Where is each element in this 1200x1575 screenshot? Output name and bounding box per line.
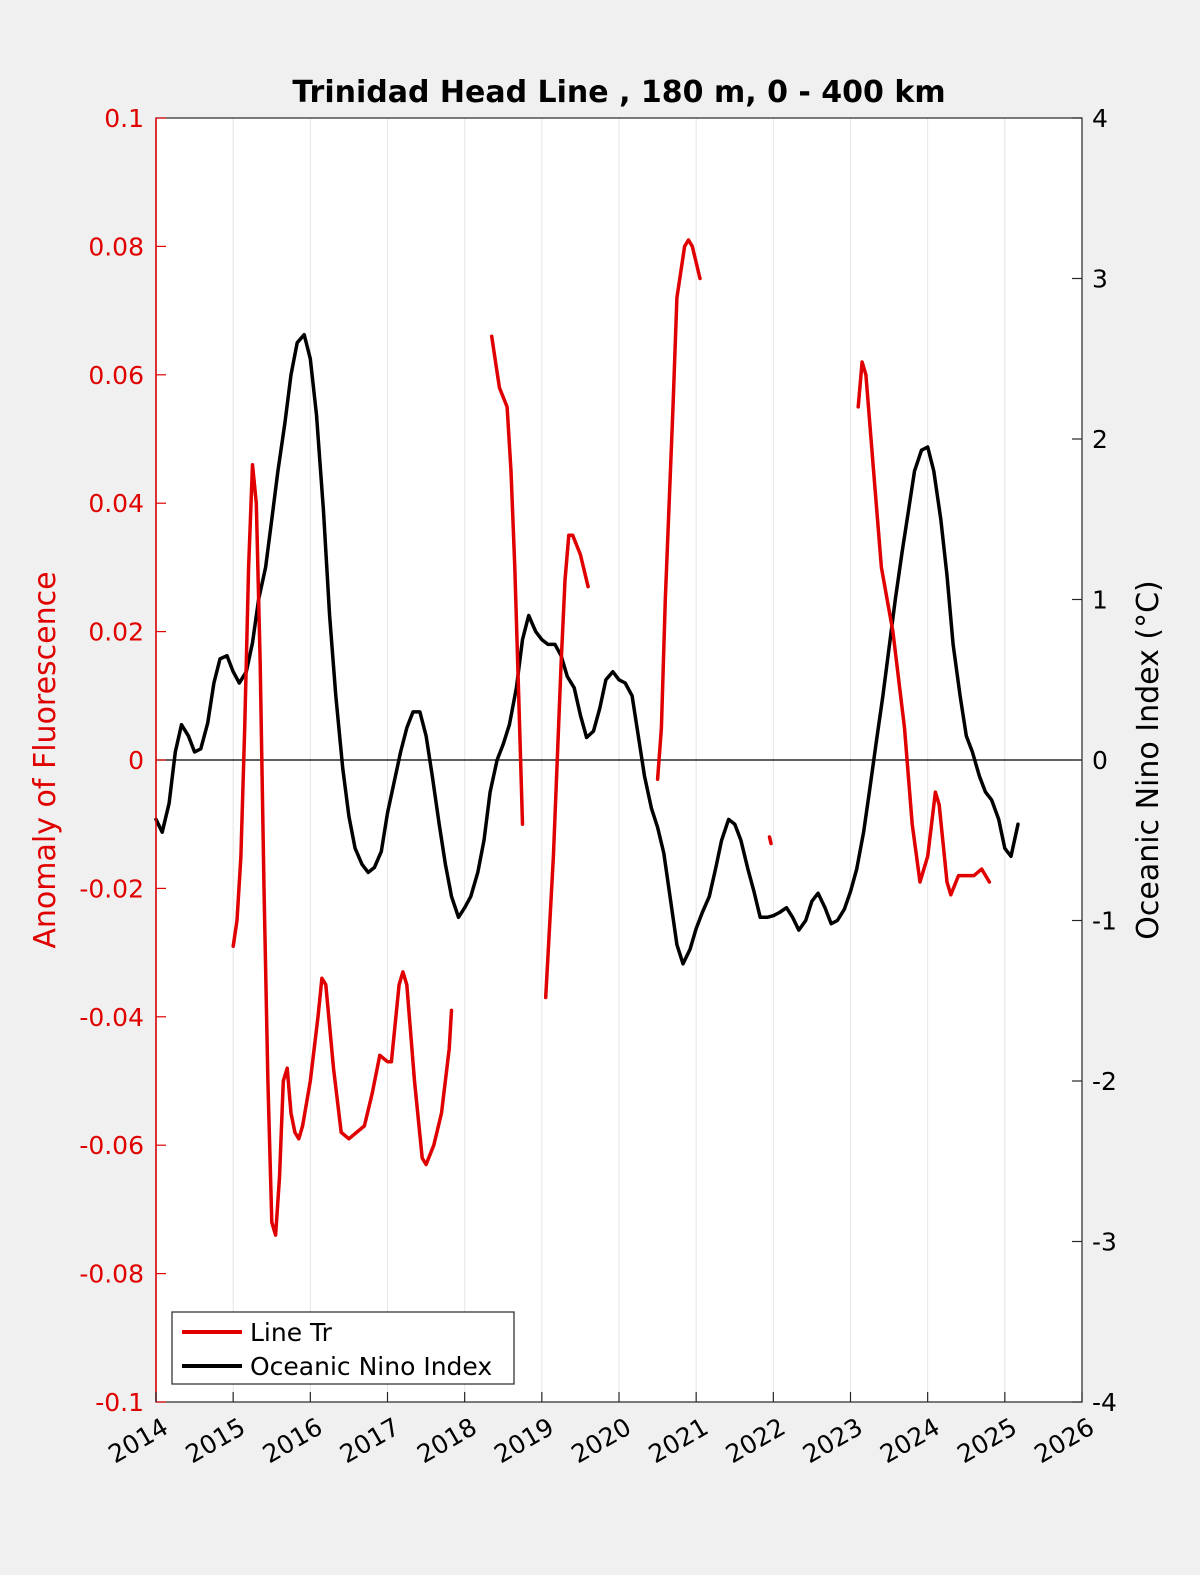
y-left-tick-label: 0.04 (88, 489, 144, 518)
y-left-tick-label: -0.06 (79, 1131, 144, 1160)
y-left-tick-label: 0.1 (104, 104, 144, 133)
series-line-tr-segment-1 (489, 334, 525, 826)
y-left-tick-label: -0.04 (79, 1003, 144, 1032)
y-left-tick-label: -0.02 (79, 874, 144, 903)
y-right-tick-label: 1 (1092, 586, 1108, 615)
y-left-tick-label: -0.08 (79, 1260, 144, 1289)
y-right-tick-label: 4 (1092, 104, 1108, 133)
y-right-tick-label: -4 (1092, 1388, 1117, 1417)
y-right-tick-label: -3 (1092, 1228, 1117, 1257)
legend: Line Tr Oceanic Nino Index (171, 1311, 515, 1385)
series-layer (154, 238, 1020, 1237)
y-left-tick-label: 0.06 (88, 361, 144, 390)
y-axis-right-label: Oceanic Nino Index (°C) (1131, 580, 1166, 940)
y-left-tick-label: 0.08 (88, 232, 144, 261)
series-line-tr-segment-4 (767, 835, 773, 846)
series-line-tr-segment-0 (231, 462, 454, 1237)
y-right-tick-label: 2 (1092, 425, 1108, 454)
y-left-tick-label: 0.02 (88, 618, 144, 647)
y-right-tick-label: 3 (1092, 265, 1108, 294)
y-left-tick-label: 0 (128, 746, 144, 775)
legend-label-line-tr: Line Tr (250, 1318, 333, 1347)
chart-title: Trinidad Head Line , 180 m, 0 - 400 km (292, 75, 945, 110)
y-right-tick-label: 0 (1092, 746, 1108, 775)
y-right-tick-label: -2 (1092, 1067, 1117, 1096)
y-axis-left-label: Anomaly of Fluorescence (28, 571, 63, 948)
y-left-tick-label: -0.1 (95, 1388, 144, 1417)
legend-box (171, 1311, 515, 1385)
series-line-tr-segment-2 (543, 533, 590, 1000)
legend-label-oni: Oceanic Nino Index (250, 1352, 492, 1381)
right-y-axis: 4 3 2 1 0 -1 -2 -3 -4 (1072, 104, 1117, 1417)
left-y-axis: 0.1 0.08 0.06 0.04 0.02 0 -0.02 -0.04 -0.06 -0.08… (79, 104, 166, 1417)
y-right-tick-label: -1 (1092, 907, 1117, 936)
series-oceanic-nino-index-segment-0 (154, 332, 1020, 966)
series-line-tr-segment-3 (655, 238, 702, 782)
series-line-tr-segment-5 (856, 360, 992, 897)
